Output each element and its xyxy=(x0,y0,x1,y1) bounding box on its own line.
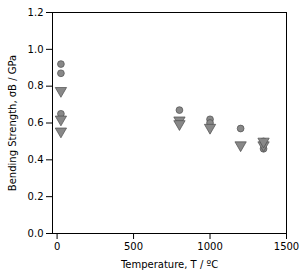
svg-text:0.0: 0.0 xyxy=(28,228,44,239)
svg-text:0.8: 0.8 xyxy=(28,80,44,91)
svg-text:1500: 1500 xyxy=(274,241,299,252)
svg-text:Bending Strength, σB / GPa: Bending Strength, σB / GPa xyxy=(7,55,18,191)
svg-text:0.4: 0.4 xyxy=(28,154,44,165)
svg-text:1.2: 1.2 xyxy=(28,7,44,18)
svg-text:1.0: 1.0 xyxy=(28,44,44,55)
svg-text:Temperature, T / ºC: Temperature, T / ºC xyxy=(120,259,218,270)
svg-text:500: 500 xyxy=(124,241,143,252)
svg-text:0.2: 0.2 xyxy=(28,191,44,202)
svg-text:1000: 1000 xyxy=(197,241,222,252)
svg-text:0.6: 0.6 xyxy=(28,117,44,128)
svg-text:0: 0 xyxy=(54,241,60,252)
